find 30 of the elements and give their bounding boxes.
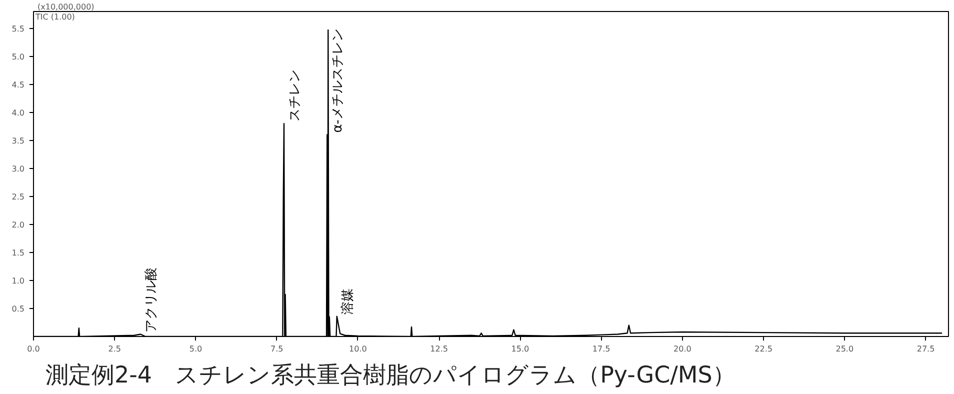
x-tick-label: 10.0 — [349, 344, 367, 354]
x-tick-label: 12.5 — [430, 344, 448, 354]
text: (x10,000,000) — [38, 2, 94, 12]
x-tick-label: 0.0 — [27, 344, 40, 354]
y-tick-label: 2.5 — [12, 192, 25, 202]
x-tick-label: 7.5 — [270, 344, 284, 354]
y-tick-label: 5.0 — [12, 52, 25, 62]
y-tick-label: 4.5 — [12, 80, 25, 90]
y-tick-label: 1.5 — [12, 248, 25, 258]
annotation: α-メチルスチレン — [330, 28, 346, 133]
y-tick-label: 3.0 — [12, 164, 25, 174]
annotation: スチレン — [287, 70, 302, 122]
annotation: 溶媒 — [339, 288, 356, 314]
y-tick-label: 4.0 — [12, 108, 25, 118]
x-tick-label: 25.0 — [836, 344, 854, 354]
y-tick-label: 3.5 — [12, 136, 25, 146]
annotation: TIC (1.00) — [34, 12, 75, 22]
x-tick-label: 22.5 — [754, 344, 772, 354]
x-tick-label: 2.5 — [108, 344, 121, 354]
text: 測定例2-4 スチレン系共重合樹脂のパイログラム（Py-GC/MS） — [46, 362, 736, 388]
y-tick-label: 1.0 — [12, 276, 25, 286]
y-tick-label: 2.0 — [12, 220, 25, 230]
annotation: アクリル酸 — [144, 267, 160, 332]
x-tick-label: 27.5 — [916, 344, 935, 354]
y-tick-label: 5.5 — [12, 24, 25, 34]
x-tick-label: 20.0 — [674, 344, 692, 354]
x-tick-label: 15.0 — [511, 344, 530, 354]
x-tick-label: 17.5 — [592, 344, 610, 354]
y-tick-label: 0.5 — [12, 304, 25, 314]
x-tick-label: 5.0 — [189, 344, 202, 354]
